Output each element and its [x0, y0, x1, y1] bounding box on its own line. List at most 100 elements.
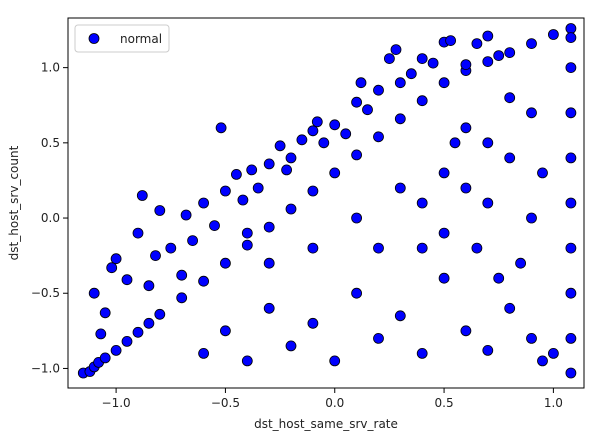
data-point	[482, 56, 494, 67]
data-point	[281, 164, 293, 176]
data-point	[537, 167, 548, 179]
data-point	[373, 242, 384, 254]
y-tick-label: 0.5	[41, 136, 60, 150]
data-point	[548, 29, 559, 40]
data-point	[548, 347, 559, 359]
data-point	[246, 164, 258, 176]
data-point	[390, 44, 402, 55]
data-point	[307, 242, 319, 254]
data-point	[482, 197, 494, 209]
data-point	[438, 77, 450, 89]
data-point	[493, 50, 505, 61]
data-point	[526, 38, 537, 49]
data-point	[329, 119, 341, 131]
data-point	[198, 275, 210, 287]
data-point	[241, 227, 253, 239]
data-point	[340, 128, 352, 140]
plot-frame	[67, 17, 585, 389]
data-point	[110, 253, 122, 265]
data-point	[445, 35, 457, 46]
data-point	[565, 242, 577, 254]
data-point	[394, 113, 406, 125]
data-point	[143, 317, 155, 329]
data-point	[95, 328, 107, 340]
y-tick-label: −0.5	[31, 286, 60, 300]
data-point	[526, 332, 537, 344]
legend-label-normal: normal	[120, 32, 162, 46]
data-point	[219, 185, 231, 197]
data-point	[565, 32, 577, 43]
x-tick-label: −0.5	[211, 396, 240, 410]
data-point	[143, 280, 155, 292]
data-point	[307, 185, 319, 197]
data-point	[416, 95, 428, 107]
data-point	[351, 287, 363, 299]
data-point	[416, 53, 428, 64]
data-point	[565, 62, 577, 73]
data-point	[351, 149, 363, 161]
x-axis-label: dst_host_same_srv_rate	[254, 417, 398, 431]
data-point	[219, 257, 231, 269]
data-point	[237, 194, 249, 206]
y-tick-label: −1.0	[31, 361, 60, 375]
legend: normal	[74, 24, 170, 53]
data-point	[373, 131, 384, 143]
legend-marker-normal	[88, 33, 100, 44]
data-point	[460, 182, 472, 194]
data-point	[493, 272, 505, 284]
data-point	[180, 209, 192, 221]
data-point	[106, 262, 118, 274]
data-point	[132, 227, 144, 239]
data-point	[362, 104, 373, 116]
data-point	[471, 242, 483, 254]
data-point	[449, 137, 461, 149]
data-point	[121, 274, 133, 286]
x-tick-label: 1.0	[544, 396, 563, 410]
data-point	[132, 326, 144, 338]
data-point	[263, 257, 275, 269]
data-point	[285, 152, 297, 164]
data-point	[394, 182, 406, 194]
data-point	[394, 77, 406, 89]
data-point	[504, 92, 516, 104]
data-point	[565, 152, 577, 164]
x-tick-label: −1.0	[102, 396, 131, 410]
data-point	[416, 197, 428, 209]
data-point	[252, 182, 264, 194]
data-point	[438, 272, 450, 284]
data-point	[565, 287, 577, 299]
data-point	[351, 96, 363, 108]
data-point	[241, 239, 253, 251]
data-point	[482, 137, 494, 149]
data-point	[154, 308, 166, 320]
y-tick-label: 0.0	[41, 211, 60, 225]
data-point	[296, 134, 308, 146]
data-point	[263, 158, 275, 170]
data-point	[154, 205, 166, 216]
data-point	[150, 250, 161, 262]
y-axis: −1.0 −0.5 0.0 0.5 1.0	[31, 61, 68, 375]
data-point	[329, 355, 341, 367]
data-point	[351, 212, 363, 224]
data-point	[565, 197, 577, 209]
data-point	[285, 340, 297, 352]
data-point	[198, 197, 210, 209]
data-point	[427, 57, 439, 69]
data-point	[438, 167, 450, 179]
data-point	[176, 269, 188, 281]
data-point	[176, 292, 188, 304]
data-point	[438, 227, 450, 239]
data-point	[99, 352, 111, 364]
data-point	[136, 190, 148, 201]
data-point	[307, 317, 319, 329]
data-point	[526, 107, 537, 119]
data-point	[383, 53, 395, 64]
data-point	[121, 335, 133, 347]
data-point	[241, 355, 253, 367]
x-tick-label: 0.5	[435, 396, 454, 410]
data-point	[471, 38, 483, 49]
data-point	[373, 332, 384, 344]
y-tick-label: 1.0	[41, 61, 60, 75]
data-point	[209, 220, 220, 232]
data-point	[416, 347, 428, 359]
